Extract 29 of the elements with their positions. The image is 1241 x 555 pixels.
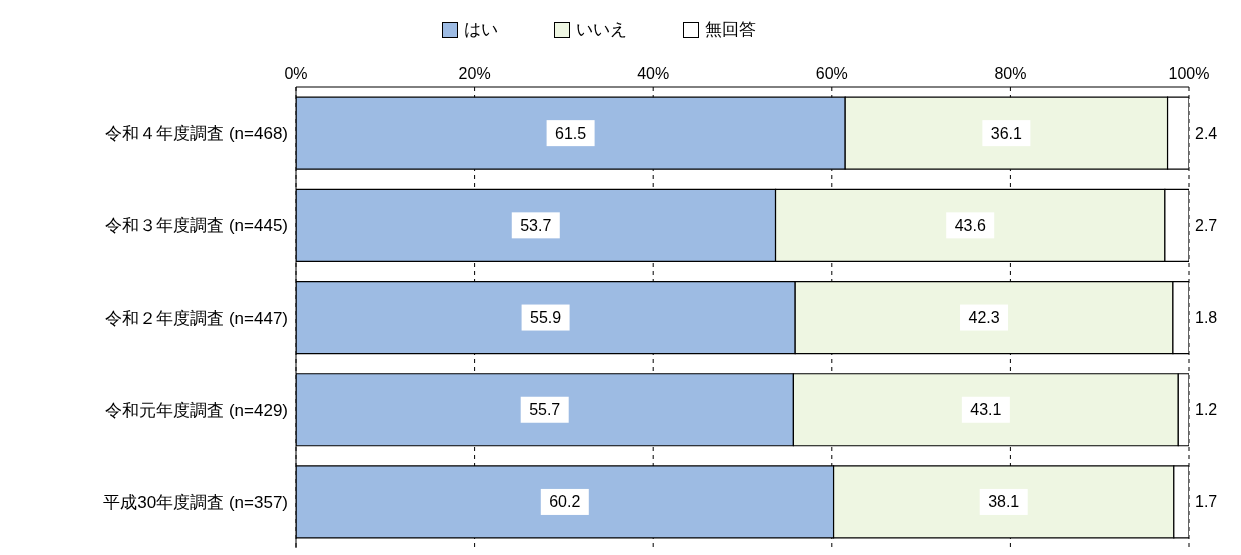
data-label: 55.7: [529, 401, 561, 419]
data-label: 2.4: [1195, 124, 1218, 142]
data-label: 55.9: [530, 309, 562, 327]
x-tick-label: 100%: [1168, 65, 1210, 82]
x-tick-label: 80%: [994, 65, 1027, 82]
y-tick-label: 平成30年度調査 (n=357): [103, 492, 288, 512]
data-label: 2.7: [1195, 216, 1218, 234]
data-label: 1.7: [1195, 493, 1218, 511]
y-tick-label: 令和２年度調査 (n=447): [105, 308, 288, 328]
y-tick-label: 令和元年度調査 (n=429): [105, 400, 288, 420]
x-tick-label: 40%: [637, 65, 670, 82]
data-label: 1.2: [1195, 401, 1218, 419]
legend-label: はい: [463, 19, 498, 41]
legend-label: いいえ: [575, 19, 627, 41]
legend-label: 無回答: [704, 19, 756, 41]
data-label: 42.3: [968, 309, 1000, 327]
x-tick-label: 0%: [284, 65, 308, 82]
y-tick-label: 令和４年度調査 (n=468): [105, 124, 288, 144]
data-label: 60.2: [549, 493, 581, 511]
data-label: 53.7: [520, 216, 552, 234]
data-label: 43.1: [970, 401, 1002, 419]
data-label: 43.6: [954, 216, 986, 234]
data-label: 1.8: [1195, 309, 1218, 327]
data-label: 38.1: [988, 493, 1020, 511]
data-label: 36.1: [990, 124, 1023, 142]
y-tick-label: 令和３年度調査 (n=445): [105, 216, 288, 236]
data-label: 61.5: [555, 124, 587, 142]
x-tick-label: 20%: [458, 65, 491, 82]
x-tick-label: 60%: [815, 65, 848, 82]
